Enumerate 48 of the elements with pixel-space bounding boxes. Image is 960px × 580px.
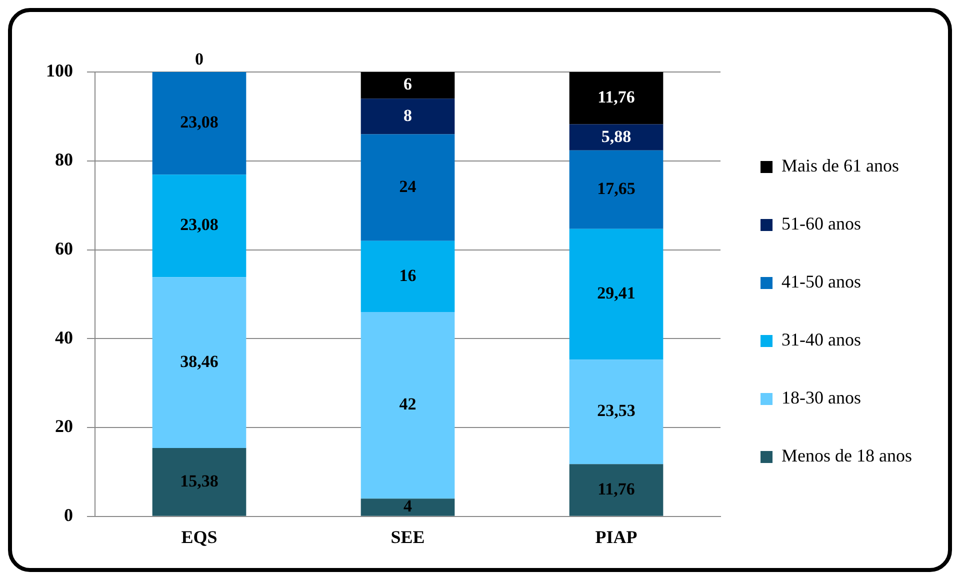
data-label: 11,76: [598, 88, 635, 107]
bar: [569, 124, 664, 150]
y-tick-label: 20: [55, 416, 73, 436]
bar: [360, 134, 455, 241]
legend-label: 51-60 anos: [782, 214, 862, 234]
bar: [360, 240, 455, 312]
legend-label: Menos de 18 anos: [782, 446, 912, 466]
bar: [360, 498, 455, 516]
data-label: 42: [399, 394, 416, 414]
data-label: 4: [404, 496, 413, 516]
y-tick-label: 80: [55, 150, 73, 170]
data-label: 23,53: [597, 401, 636, 420]
legend-label: Mais de 61 anos: [782, 156, 899, 176]
data-label: 15,38: [180, 471, 218, 490]
bar: [152, 72, 246, 175]
legend-label: 18-30 anos: [782, 388, 862, 408]
y-tick-label: 60: [55, 238, 73, 258]
data-label: 0: [195, 49, 204, 68]
data-label: 6: [404, 74, 412, 94]
bar: [360, 98, 455, 134]
y-tick-label: 0: [64, 505, 73, 526]
data-label: 23,08: [180, 215, 218, 234]
bar: [569, 228, 664, 360]
data-label: 24: [399, 176, 417, 196]
data-label: 38,46: [180, 352, 218, 371]
data-label: 17,65: [597, 179, 636, 198]
data-label: 16: [399, 266, 416, 285]
x-tick-label: EQS: [181, 526, 218, 547]
bar: [569, 360, 664, 464]
y-tick-label: 40: [55, 327, 73, 348]
bar: [569, 72, 664, 124]
data-label: 29,41: [597, 284, 636, 303]
x-tick-label: PIAP: [595, 526, 638, 547]
bar: [569, 464, 664, 516]
y-tick-label: 100: [46, 60, 73, 81]
legend-label: 41-50 anos: [782, 272, 862, 292]
bar: [569, 150, 664, 229]
bar: [152, 448, 246, 516]
data-label: 23,08: [180, 112, 218, 132]
data-label: 8: [404, 106, 412, 125]
data-label: 11,76: [598, 479, 635, 498]
bar: [152, 277, 246, 448]
legend-label: 31-40 anos: [782, 330, 862, 350]
x-tick-label: SEE: [390, 526, 425, 547]
bar: [360, 72, 455, 99]
bar: [152, 174, 246, 278]
data-label: 5,88: [601, 126, 632, 146]
bar: [360, 312, 455, 499]
